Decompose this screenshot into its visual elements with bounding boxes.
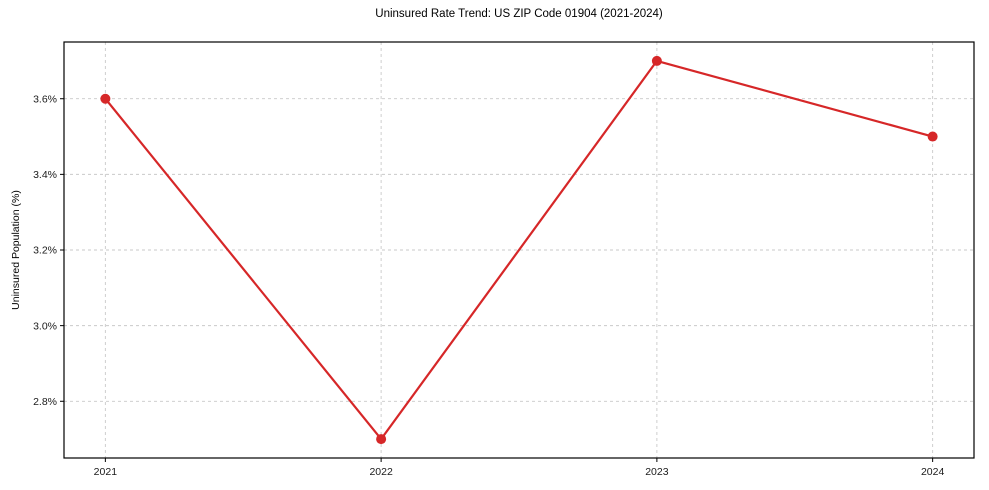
trend-line — [104, 59, 934, 441]
y-tick-label: 3.2% — [33, 245, 57, 257]
data-point-marker — [376, 434, 387, 445]
x-tick-label: 2024 — [921, 466, 945, 478]
y-tick-label: 3.6% — [33, 93, 57, 105]
chart-title: Uninsured Rate Trend: US ZIP Code 01904 … — [375, 8, 663, 20]
data-point-marker — [100, 93, 111, 104]
y-tick-label: 3.4% — [33, 169, 57, 181]
y-tick-label: 2.8% — [33, 396, 57, 408]
y-axis-label: Uninsured Population (%) — [10, 190, 22, 310]
data-point-marker — [927, 131, 938, 142]
x-tick-label: 2023 — [645, 466, 669, 478]
x-tick-label: 2022 — [369, 466, 393, 478]
y-tick-label: 3.0% — [33, 320, 57, 332]
data-point-marker — [651, 55, 662, 66]
x-tick-label: 2021 — [94, 466, 118, 478]
